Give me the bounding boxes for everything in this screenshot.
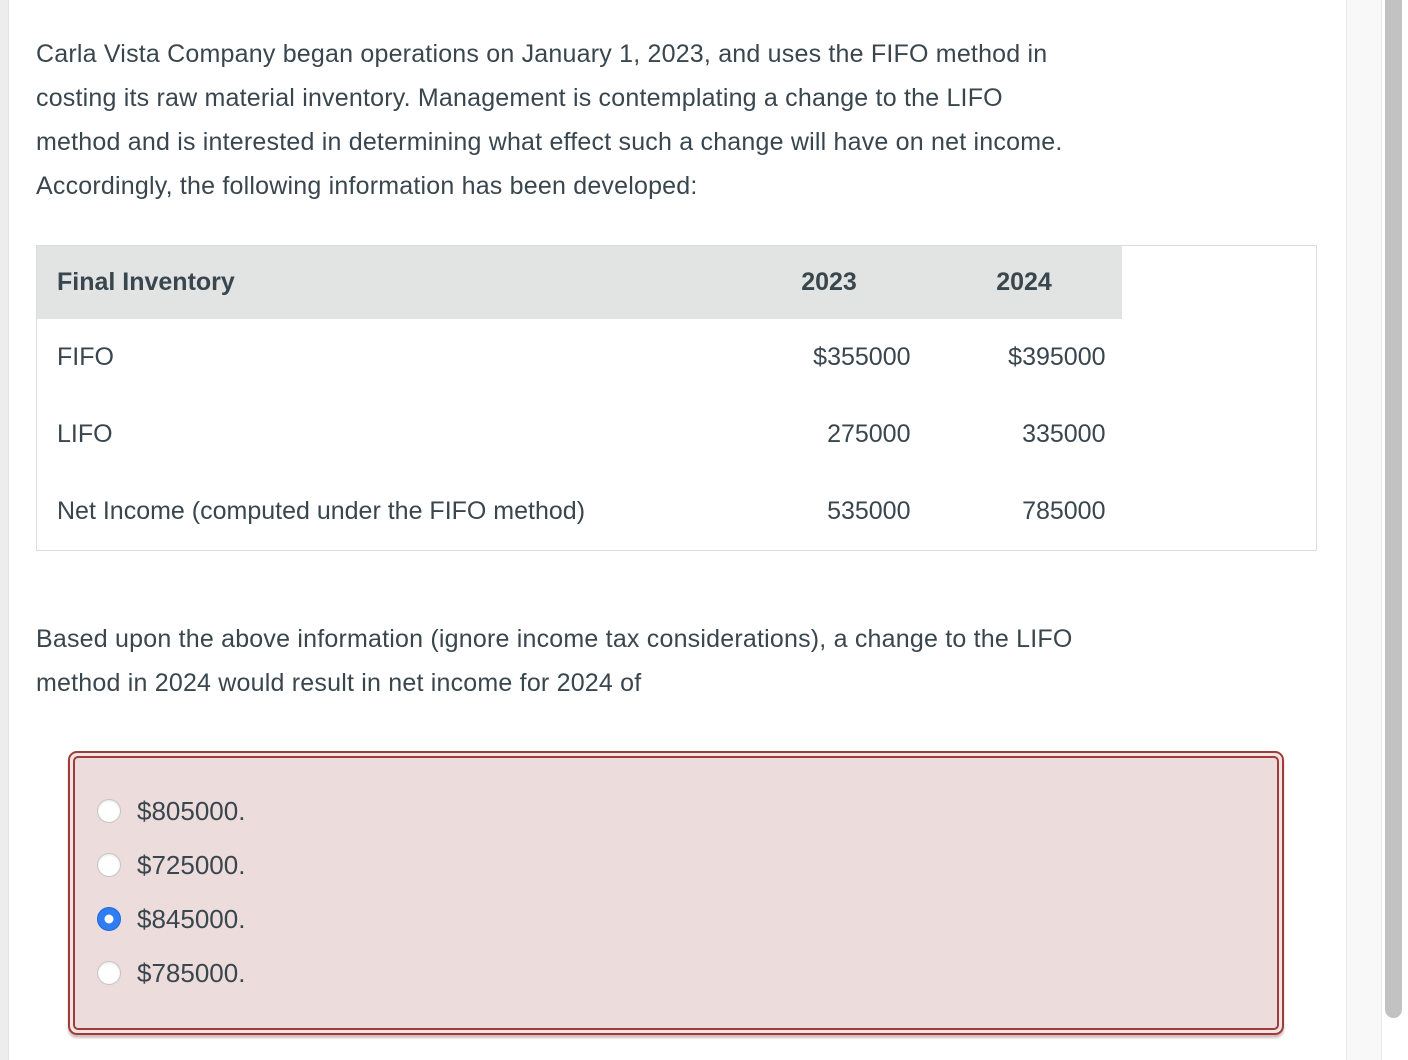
- net-income-2024-value: 785000: [1022, 497, 1106, 525]
- answer-option-845000[interactable]: $845000.: [97, 892, 1277, 946]
- scrollbar-thumb[interactable]: [1385, 0, 1402, 1018]
- empty-cell: [1122, 396, 1317, 473]
- lifo-2023-value: 275000: [827, 420, 911, 448]
- table-header-2023: 2023: [731, 245, 927, 319]
- inventory-table: Final Inventory 2023 2024 FIFO $355000 $…: [36, 245, 1317, 551]
- answer-option-725000[interactable]: $725000.: [97, 838, 1277, 892]
- table-row-fifo: FIFO $355000 $395000: [37, 319, 1317, 396]
- question-text-line: Based upon the above information (ignore…: [36, 625, 1073, 653]
- row-label-lifo: LIFO: [57, 420, 113, 448]
- table-row-net-income: Net Income (computed under the FIFO meth…: [37, 473, 1317, 551]
- scrollbar-track[interactable]: [1383, 0, 1408, 1060]
- net-income-2023-value: 535000: [827, 497, 911, 525]
- left-gutter: [0, 0, 9, 1060]
- problem-statement: Carla Vista Company began operations on …: [36, 32, 1317, 208]
- right-gutter: [1346, 0, 1382, 1060]
- answer-option-label: $725000.: [137, 849, 246, 880]
- answer-option-785000[interactable]: $785000.: [97, 946, 1277, 1000]
- row-label-fifo: FIFO: [57, 343, 114, 371]
- question-text: Based upon the above information (ignore…: [36, 617, 1317, 705]
- problem-statement-line: costing its raw material inventory. Mana…: [36, 84, 1003, 112]
- answer-option-label: $805000.: [137, 795, 246, 826]
- answer-panel: $805000. $725000. $845000. $785000.: [68, 751, 1284, 1035]
- answer-option-label: $845000.: [137, 903, 246, 934]
- table-header-row: Final Inventory 2023 2024: [36, 245, 1317, 319]
- empty-cell: [1122, 319, 1317, 396]
- answer-options-group: $805000. $725000. $845000. $785000.: [73, 756, 1279, 1030]
- lifo-2024-value: 335000: [1022, 420, 1106, 448]
- problem-statement-line: Carla Vista Company began operations on …: [36, 40, 1048, 68]
- problem-statement-line: method and is interested in determining …: [36, 128, 1063, 156]
- problem-statement-line: Accordingly, the following information h…: [36, 172, 698, 200]
- radio-button-icon[interactable]: [97, 961, 121, 985]
- row-label-net-income: Net Income (computed under the FIFO meth…: [57, 497, 586, 525]
- question-page: Carla Vista Company began operations on …: [36, 0, 1317, 1035]
- radio-button-icon[interactable]: [97, 799, 121, 823]
- fifo-2024-value: $395000: [1008, 343, 1106, 371]
- radio-button-icon[interactable]: [97, 907, 121, 931]
- empty-cell: [1122, 473, 1317, 551]
- question-text-line: method in 2024 would result in net incom…: [36, 669, 642, 697]
- answer-option-805000[interactable]: $805000.: [97, 784, 1277, 838]
- fifo-2023-value: $355000: [813, 343, 911, 371]
- table-row-lifo: LIFO 275000 335000: [37, 396, 1317, 473]
- table-header-final-inventory: Final Inventory: [36, 245, 732, 319]
- answer-option-label: $785000.: [137, 957, 246, 988]
- radio-button-icon[interactable]: [97, 853, 121, 877]
- table-header-empty: [1121, 245, 1317, 319]
- table-header-2024: 2024: [926, 245, 1122, 319]
